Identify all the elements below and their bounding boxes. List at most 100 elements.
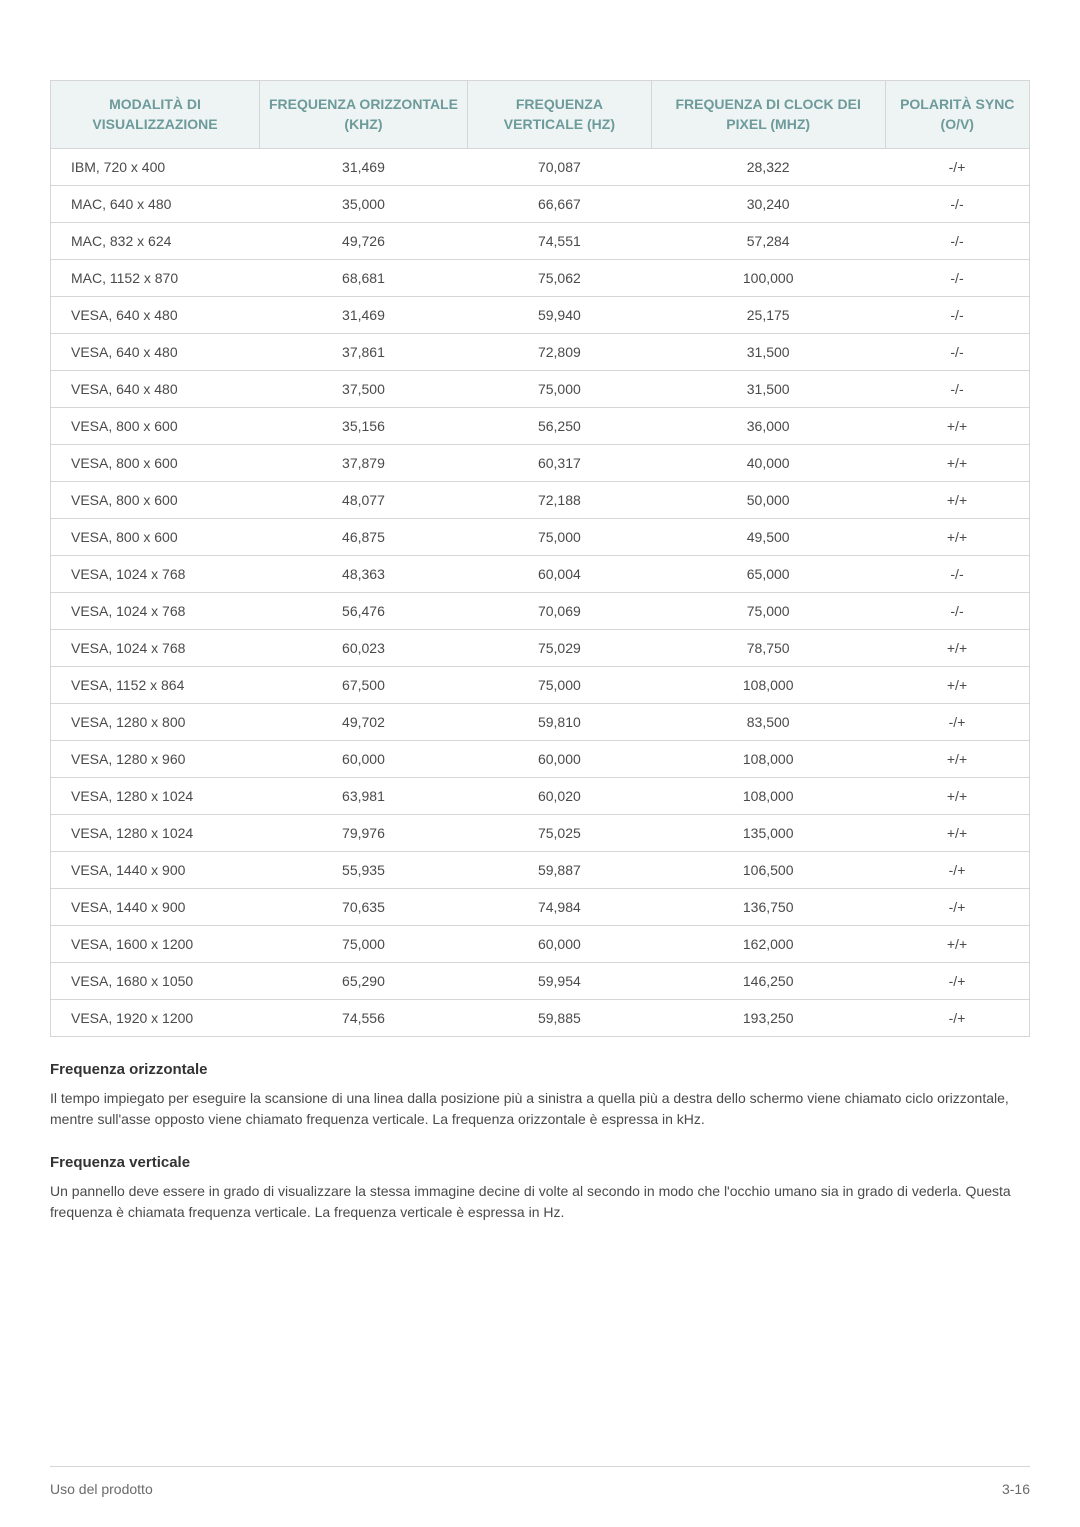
table-cell: VESA, 1280 x 1024 (51, 778, 260, 815)
table-cell: 68,681 (259, 260, 467, 297)
table-cell: VESA, 800 x 600 (51, 482, 260, 519)
table-cell: -/+ (885, 889, 1029, 926)
table-row: VESA, 1440 x 90070,63574,984136,750-/+ (51, 889, 1030, 926)
footer-right: 3-16 (1002, 1481, 1030, 1497)
table-cell: VESA, 800 x 600 (51, 408, 260, 445)
table-row: VESA, 800 x 60035,15656,25036,000+/+ (51, 408, 1030, 445)
table-cell: 75,062 (467, 260, 651, 297)
table-cell: +/+ (885, 741, 1029, 778)
section-title-vertical: Frequenza verticale (50, 1154, 1030, 1171)
table-row: VESA, 640 x 48037,50075,00031,500-/- (51, 371, 1030, 408)
table-cell: 31,469 (259, 149, 467, 186)
table-cell: -/+ (885, 852, 1029, 889)
table-cell: 135,000 (651, 815, 885, 852)
table-cell: -/+ (885, 149, 1029, 186)
table-cell: 65,000 (651, 556, 885, 593)
table-cell: VESA, 1280 x 800 (51, 704, 260, 741)
section-title-horizontal: Frequenza orizzontale (50, 1061, 1030, 1078)
table-cell: +/+ (885, 482, 1029, 519)
table-cell: 75,000 (467, 667, 651, 704)
table-row: VESA, 1280 x 80049,70259,81083,500-/+ (51, 704, 1030, 741)
table-cell: 75,029 (467, 630, 651, 667)
table-cell: -/- (885, 556, 1029, 593)
table-cell: 55,935 (259, 852, 467, 889)
table-cell: 37,500 (259, 371, 467, 408)
table-cell: 74,984 (467, 889, 651, 926)
table-cell: 59,810 (467, 704, 651, 741)
table-cell: 49,500 (651, 519, 885, 556)
table-cell: VESA, 1440 x 900 (51, 889, 260, 926)
section-body-vertical: Un pannello deve essere in grado di visu… (50, 1181, 1030, 1223)
table-cell: VESA, 1024 x 768 (51, 630, 260, 667)
table-cell: 60,000 (467, 741, 651, 778)
table-cell: 59,887 (467, 852, 651, 889)
table-cell: 49,726 (259, 223, 467, 260)
table-row: VESA, 1920 x 120074,55659,885193,250-/+ (51, 1000, 1030, 1037)
table-row: VESA, 1024 x 76856,47670,06975,000-/- (51, 593, 1030, 630)
col-hfreq: FREQUENZA ORIZZONTALE (KHZ) (259, 81, 467, 149)
table-cell: MAC, 1152 x 870 (51, 260, 260, 297)
table-row: VESA, 800 x 60046,87575,00049,500+/+ (51, 519, 1030, 556)
table-cell: VESA, 1280 x 960 (51, 741, 260, 778)
table-cell: -/- (885, 223, 1029, 260)
table-cell: IBM, 720 x 400 (51, 149, 260, 186)
table-cell: VESA, 1152 x 864 (51, 667, 260, 704)
table-cell: -/- (885, 260, 1029, 297)
table-row: VESA, 1280 x 102479,97675,025135,000+/+ (51, 815, 1030, 852)
table-cell: VESA, 1920 x 1200 (51, 1000, 260, 1037)
col-vfreq: FREQUENZA VERTICALE (HZ) (467, 81, 651, 149)
table-cell: VESA, 640 x 480 (51, 334, 260, 371)
table-cell: 31,500 (651, 371, 885, 408)
table-cell: +/+ (885, 519, 1029, 556)
table-cell: -/- (885, 186, 1029, 223)
table-row: VESA, 1680 x 105065,29059,954146,250-/+ (51, 963, 1030, 1000)
table-cell: 193,250 (651, 1000, 885, 1037)
col-pixelclock: FREQUENZA DI CLOCK DEI PIXEL (MHZ) (651, 81, 885, 149)
table-cell: 48,077 (259, 482, 467, 519)
table-cell: VESA, 640 x 480 (51, 371, 260, 408)
table-row: VESA, 1024 x 76848,36360,00465,000-/- (51, 556, 1030, 593)
table-cell: +/+ (885, 778, 1029, 815)
table-cell: VESA, 1280 x 1024 (51, 815, 260, 852)
table-cell: 31,469 (259, 297, 467, 334)
table-cell: +/+ (885, 445, 1029, 482)
table-cell: 108,000 (651, 778, 885, 815)
table-cell: 35,156 (259, 408, 467, 445)
table-cell: 100,000 (651, 260, 885, 297)
footer-left: Uso del prodotto (50, 1481, 153, 1497)
col-mode: MODALITÀ DI VISUALIZZAZIONE (51, 81, 260, 149)
table-cell: -/+ (885, 704, 1029, 741)
table-cell: VESA, 800 x 600 (51, 519, 260, 556)
table-header-row: MODALITÀ DI VISUALIZZAZIONE FREQUENZA OR… (51, 81, 1030, 149)
table-cell: 35,000 (259, 186, 467, 223)
table-cell: 75,000 (259, 926, 467, 963)
table-row: IBM, 720 x 40031,46970,08728,322-/+ (51, 149, 1030, 186)
table-cell: 50,000 (651, 482, 885, 519)
table-cell: 162,000 (651, 926, 885, 963)
table-row: VESA, 640 x 48031,46959,94025,175-/- (51, 297, 1030, 334)
table-cell: 60,000 (467, 926, 651, 963)
col-polarity: POLARITÀ SYNC (O/V) (885, 81, 1029, 149)
table-cell: 63,981 (259, 778, 467, 815)
table-cell: -/+ (885, 1000, 1029, 1037)
timing-table: MODALITÀ DI VISUALIZZAZIONE FREQUENZA OR… (50, 80, 1030, 1037)
table-cell: 75,000 (651, 593, 885, 630)
table-row: VESA, 1280 x 96060,00060,000108,000+/+ (51, 741, 1030, 778)
table-cell: VESA, 1680 x 1050 (51, 963, 260, 1000)
table-cell: 59,954 (467, 963, 651, 1000)
table-cell: 31,500 (651, 334, 885, 371)
table-row: VESA, 1600 x 120075,00060,000162,000+/+ (51, 926, 1030, 963)
table-cell: 70,635 (259, 889, 467, 926)
table-cell: 60,004 (467, 556, 651, 593)
table-cell: 60,317 (467, 445, 651, 482)
table-cell: -/- (885, 593, 1029, 630)
table-cell: 78,750 (651, 630, 885, 667)
table-row: VESA, 1440 x 90055,93559,887106,500-/+ (51, 852, 1030, 889)
table-cell: 56,476 (259, 593, 467, 630)
table-cell: 74,551 (467, 223, 651, 260)
table-cell: VESA, 1440 x 900 (51, 852, 260, 889)
table-cell: +/+ (885, 667, 1029, 704)
table-row: MAC, 1152 x 87068,68175,062100,000-/- (51, 260, 1030, 297)
section-body-horizontal: Il tempo impiegato per eseguire la scans… (50, 1088, 1030, 1130)
table-cell: 60,023 (259, 630, 467, 667)
